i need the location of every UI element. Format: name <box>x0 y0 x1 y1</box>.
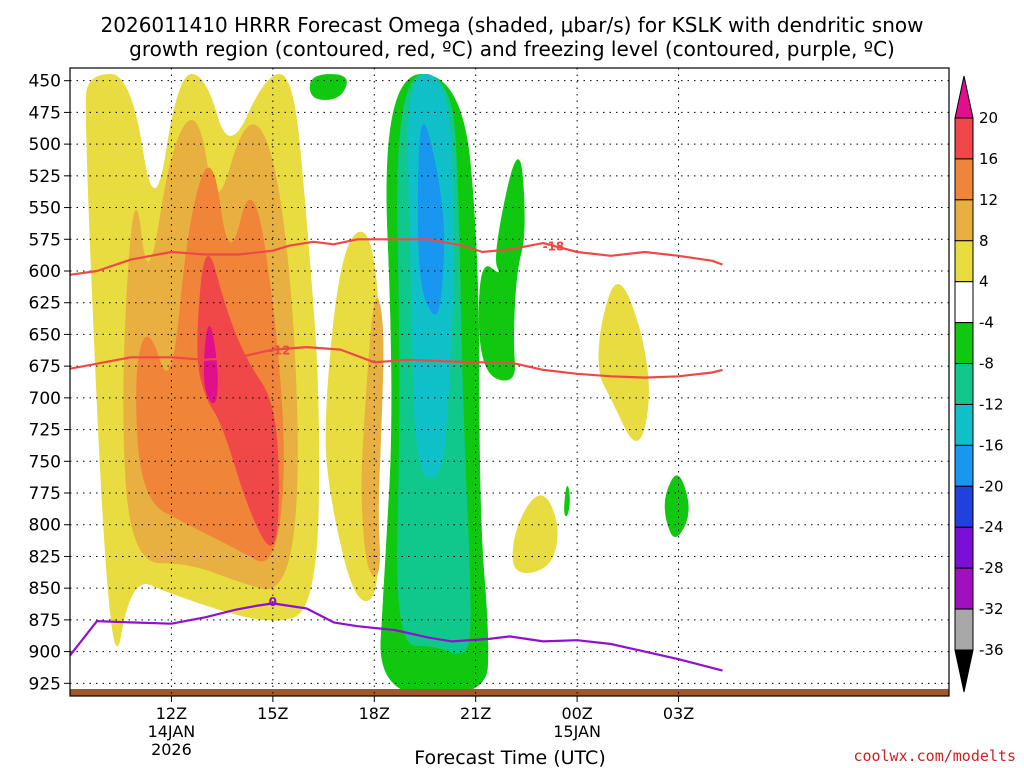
colorbar-bin <box>954 403 974 446</box>
y-tick-label: 900 <box>29 643 61 663</box>
colorbar-label: 12 <box>979 191 998 209</box>
colorbar-bin <box>954 608 974 651</box>
plot-frame <box>69 67 950 697</box>
x-tick-date: 14JAN <box>148 722 196 741</box>
colorbar-bin <box>954 485 974 528</box>
y-tick-label: 875 <box>29 611 61 631</box>
y-tick-label: 525 <box>29 167 61 187</box>
x-tick-label: 15Z <box>257 704 288 723</box>
isotherm-line--18 <box>70 238 723 276</box>
omega-region <box>598 284 649 441</box>
colorbar-label: -12 <box>979 395 1004 413</box>
omega-region <box>203 326 218 404</box>
x-tick-label: 21Z <box>460 704 491 723</box>
y-tick-label: 850 <box>29 579 61 599</box>
credit-text: coolwx.com/modelts <box>853 747 1016 765</box>
y-tick-label: 750 <box>29 452 61 472</box>
x-tick-label: 12Z <box>156 704 187 723</box>
colorbar-label: 16 <box>979 150 998 168</box>
grid-lines <box>70 68 949 696</box>
colorbar-label: -4 <box>979 314 994 332</box>
colorbar-label: -8 <box>979 355 994 373</box>
colorbar-label: 20 <box>979 109 998 127</box>
colorbar-label: -36 <box>979 641 1004 659</box>
colorbar-label: -24 <box>979 518 1004 536</box>
omega-region <box>512 495 558 574</box>
x-tick-label: 03Z <box>663 704 694 723</box>
y-tick-label: 825 <box>29 547 61 567</box>
y-tick-label: 650 <box>29 325 61 345</box>
colorbar-label: -32 <box>979 600 1004 618</box>
colorbar-label: -20 <box>979 477 1004 495</box>
colorbar-label: 4 <box>979 273 989 291</box>
colorbar-bin <box>954 567 974 610</box>
y-tick-label: 475 <box>29 103 61 123</box>
y-tick-label: 450 <box>29 72 61 92</box>
y-tick-label: 500 <box>29 135 61 155</box>
isotherm-line--12 <box>70 346 723 379</box>
colorbar-bin <box>954 322 974 365</box>
y-tick-label: 625 <box>29 294 61 314</box>
y-tick-label: 725 <box>29 421 61 441</box>
colorbar-label: -16 <box>979 436 1004 454</box>
omega-region <box>197 256 279 546</box>
y-tick-label: 600 <box>29 262 61 282</box>
y-tick-label: 800 <box>29 516 61 536</box>
omega-region <box>417 124 445 315</box>
x-tick-date: 15JAN <box>553 722 601 741</box>
colorbar-bin <box>954 199 974 242</box>
colorbar-bin <box>954 117 974 160</box>
x-tick-year: 2026 <box>151 740 192 759</box>
y-tick-label: 700 <box>29 389 61 409</box>
ground-surface <box>70 689 949 696</box>
isotherm-label: -12 <box>269 344 291 358</box>
colorbar-bin <box>954 444 974 487</box>
chart-title-line1: 2026011410 HRRR Forecast Omega (shaded, … <box>101 13 924 37</box>
colorbar: 20 16 12 8 4 -4 -8 -12 -16 -20 -24 -28 -32 -36 <box>954 75 1004 693</box>
omega-region <box>478 159 525 381</box>
y-tick-label: 925 <box>29 674 61 694</box>
y-tick-label: 675 <box>29 357 61 377</box>
colorbar-label: -28 <box>979 559 1004 577</box>
ground-strip <box>70 689 949 696</box>
colorbar-bin <box>954 363 974 405</box>
isotherm-label: -18 <box>543 240 565 254</box>
chart-title-line2: growth region (contoured, red, ºC) and f… <box>129 37 895 61</box>
omega-region <box>309 73 347 101</box>
y-axis: 450 475 500 525 550 575 600 625 650 675 700 725 750 7… <box>29 72 70 694</box>
y-tick-label: 575 <box>29 230 61 250</box>
colorbar-bin <box>954 526 974 569</box>
colorbar-bin <box>954 281 974 324</box>
colorbar-label: 8 <box>979 232 989 250</box>
isotherm-label: 0 <box>269 595 277 609</box>
omega-region <box>664 475 689 537</box>
colorbar-bottom-arrow <box>954 649 974 693</box>
isotherm-line-0 <box>70 602 723 672</box>
x-axis-label: Forecast Time (UTC) <box>414 747 605 768</box>
plot-area: -18 -12 0 <box>69 67 950 697</box>
colorbar-bin <box>954 240 974 283</box>
y-tick-label: 775 <box>29 484 61 504</box>
x-tick-label: 00Z <box>561 704 592 723</box>
omega-shading <box>85 73 689 696</box>
colorbar-top-arrow <box>954 75 974 119</box>
x-tick-label: 18Z <box>359 704 390 723</box>
isotherm-contours: -18 -12 0 <box>70 238 723 672</box>
y-tick-label: 550 <box>29 199 61 219</box>
omega-region <box>361 298 384 576</box>
colorbar-bin <box>954 158 974 201</box>
omega-region <box>564 485 570 517</box>
